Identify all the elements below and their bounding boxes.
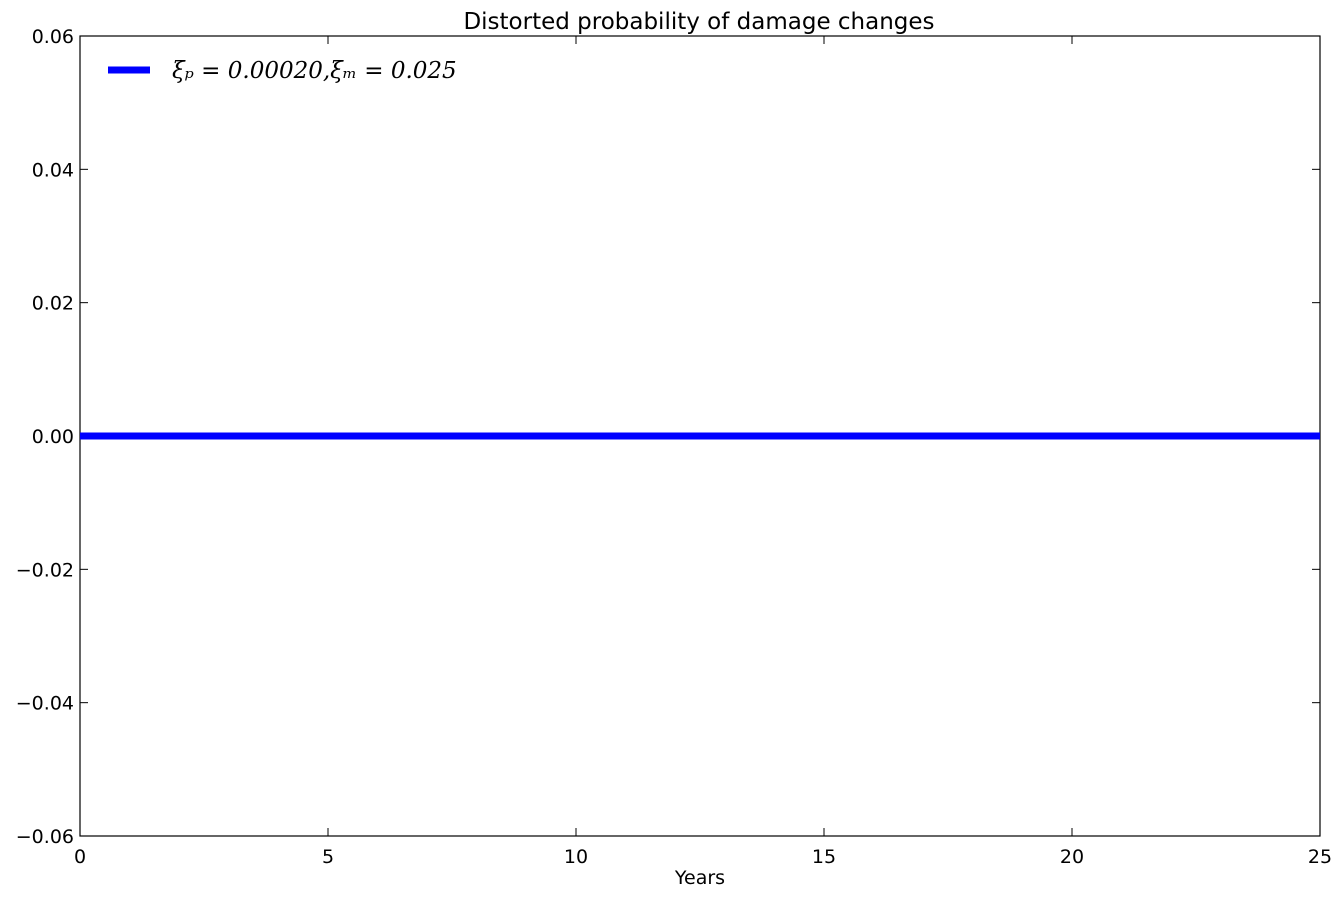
x-tick-label: 10: [564, 846, 588, 868]
x-tick-label: 5: [322, 846, 334, 868]
legend-label: ξₚ = 0.00020,ξₘ = 0.025: [172, 58, 457, 84]
x-tick-label: 15: [812, 846, 836, 868]
x-axis-label: Years: [674, 867, 725, 889]
x-tick-label: 20: [1060, 846, 1084, 868]
y-tick-label: −0.02: [16, 559, 74, 581]
y-tick-label: −0.04: [16, 693, 74, 715]
chart-title: Distorted probability of damage changes: [463, 9, 934, 35]
legend: ξₚ = 0.00020,ξₘ = 0.025: [108, 58, 457, 84]
y-tick-label: 0.02: [32, 293, 74, 315]
y-tick-label: −0.06: [16, 826, 74, 848]
y-tick-label: 0.00: [32, 426, 74, 448]
y-tick-label: 0.06: [32, 26, 74, 48]
x-tick-label: 0: [74, 846, 86, 868]
axis-ticks: 0 5 10 15 20 25 −0.06 −0.04 −0.02 0.00 0.02 0.04 0.0…: [16, 26, 1332, 868]
y-tick-label: 0.04: [32, 159, 74, 181]
x-tick-label: 25: [1308, 846, 1332, 868]
